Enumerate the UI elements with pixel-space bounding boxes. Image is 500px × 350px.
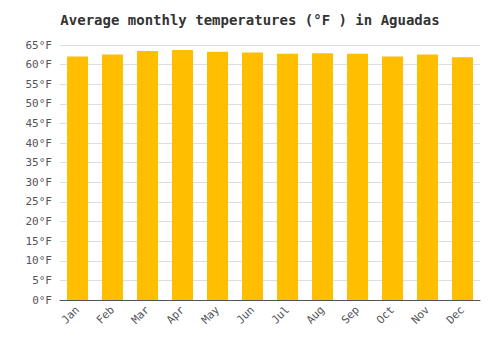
svg-text:Apr: Apr bbox=[164, 303, 187, 326]
svg-text:35°F: 35°F bbox=[26, 156, 53, 169]
svg-text:Nov: Nov bbox=[409, 303, 432, 326]
svg-text:60°F: 60°F bbox=[26, 58, 53, 71]
svg-text:10°F: 10°F bbox=[26, 254, 53, 267]
svg-text:Jun: Jun bbox=[234, 303, 257, 326]
svg-text:Jan: Jan bbox=[59, 303, 82, 326]
svg-text:Feb: Feb bbox=[94, 303, 117, 326]
svg-text:Sep: Sep bbox=[339, 303, 362, 326]
svg-text:Aug: Aug bbox=[304, 303, 327, 326]
svg-text:0°F: 0°F bbox=[32, 294, 52, 307]
svg-text:40°F: 40°F bbox=[26, 137, 53, 150]
svg-text:Oct: Oct bbox=[374, 303, 397, 326]
svg-text:55°F: 55°F bbox=[26, 78, 53, 91]
svg-text:45°F: 45°F bbox=[26, 117, 53, 130]
svg-text:Dec: Dec bbox=[444, 303, 467, 326]
svg-text:Mar: Mar bbox=[129, 303, 152, 326]
svg-text:30°F: 30°F bbox=[26, 176, 53, 189]
svg-text:20°F: 20°F bbox=[26, 215, 53, 228]
svg-text:Average monthly temperatures (: Average monthly temperatures (°F ) in Ag… bbox=[60, 12, 439, 28]
svg-text:65°F: 65°F bbox=[26, 39, 53, 52]
svg-text:Jul: Jul bbox=[269, 303, 292, 326]
svg-text:25°F: 25°F bbox=[26, 195, 53, 208]
svg-text:5°F: 5°F bbox=[32, 274, 52, 287]
svg-text:50°F: 50°F bbox=[26, 97, 53, 110]
svg-text:May: May bbox=[199, 303, 222, 326]
svg-text:15°F: 15°F bbox=[26, 235, 53, 248]
